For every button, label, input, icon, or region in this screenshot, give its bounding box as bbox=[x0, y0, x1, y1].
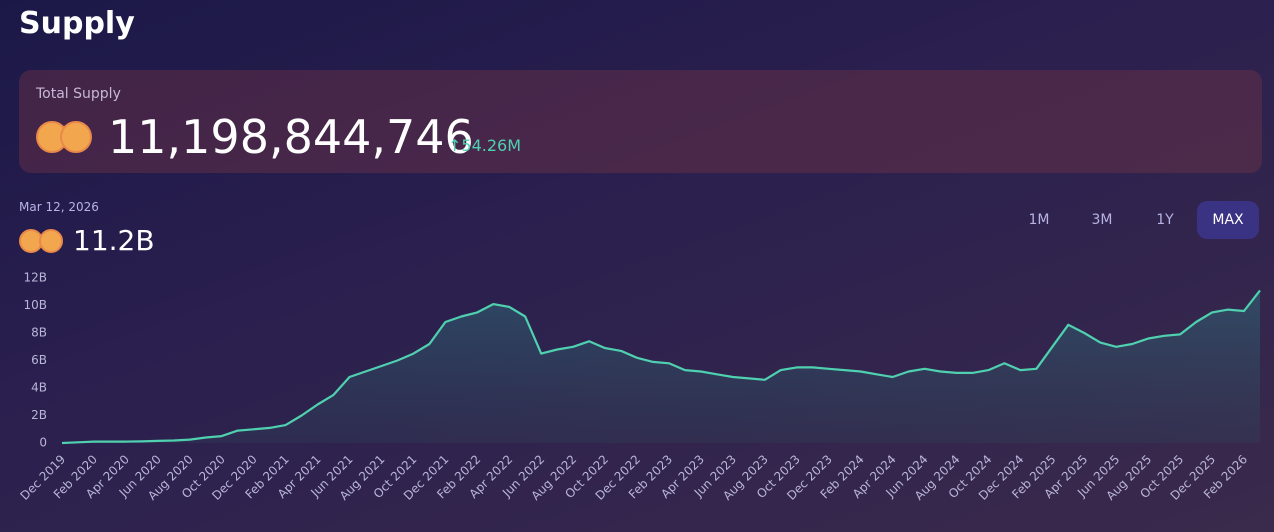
range-button[interactable]: MAX bbox=[1197, 201, 1259, 239]
supply-change: ↑54.26M bbox=[448, 136, 522, 155]
y-tick-label: 10B bbox=[23, 298, 47, 312]
y-tick-label: 4B bbox=[31, 381, 47, 395]
y-tick-label: 12B bbox=[23, 271, 47, 285]
y-tick-label: 8B bbox=[31, 326, 47, 340]
current-value: 11.2B bbox=[73, 224, 155, 257]
total-supply-value: 11,198,844,746 bbox=[108, 110, 474, 164]
area bbox=[62, 290, 1260, 443]
range-button[interactable]: 3M bbox=[1091, 212, 1113, 228]
coin-icon bbox=[60, 121, 92, 153]
card-label: Total Supply bbox=[36, 86, 121, 102]
line bbox=[61, 289, 1261, 445]
range-button[interactable]: 1Y bbox=[1156, 212, 1174, 228]
y-tick-label: 6B bbox=[31, 353, 47, 367]
y-tick-label: 2B bbox=[31, 408, 47, 422]
y-tick-label: 0 bbox=[39, 436, 47, 450]
total-supply-card: Total Supply 11,198,844,746 ↑54.26M bbox=[19, 70, 1262, 173]
current-date: Mar 12, 2026 bbox=[19, 200, 99, 214]
range-button[interactable]: 1M bbox=[1028, 212, 1050, 228]
coin-icon bbox=[39, 229, 63, 253]
page-title: Supply bbox=[19, 6, 135, 41]
